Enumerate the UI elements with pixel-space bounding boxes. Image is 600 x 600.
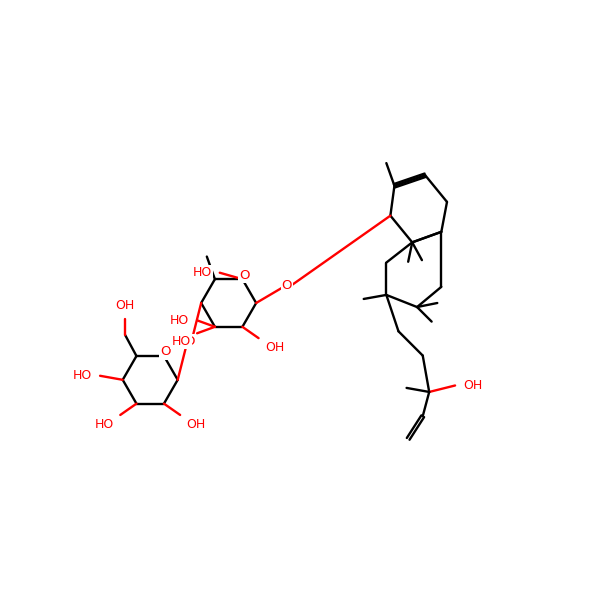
Text: HO: HO (172, 335, 191, 348)
Text: O: O (184, 335, 194, 348)
Text: OH: OH (187, 418, 206, 431)
Text: HO: HO (73, 369, 92, 382)
Text: OH: OH (463, 379, 482, 392)
Text: HO: HO (170, 314, 189, 327)
Text: O: O (160, 346, 171, 358)
Text: HO: HO (95, 418, 114, 431)
Text: OH: OH (265, 341, 284, 355)
Text: HO: HO (193, 266, 212, 279)
Text: O: O (239, 269, 249, 281)
Text: O: O (281, 279, 292, 292)
Text: OH: OH (116, 299, 135, 313)
